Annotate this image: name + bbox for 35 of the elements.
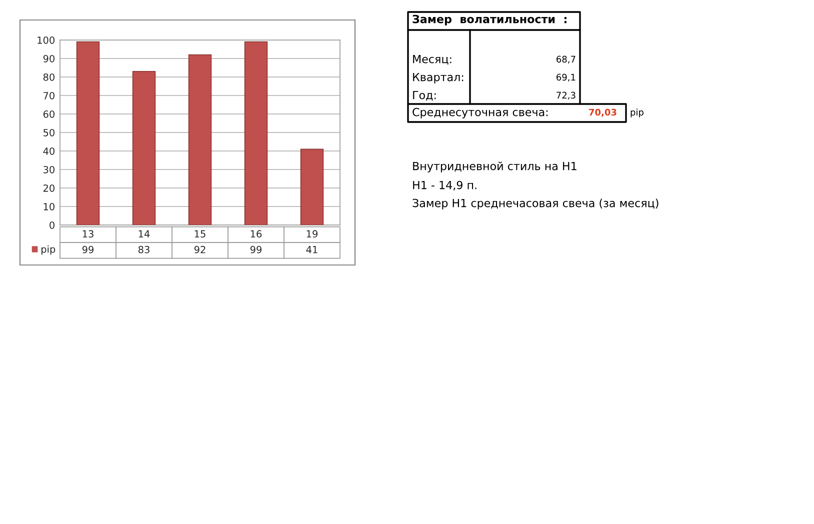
x-tick-label: 14 [138, 230, 150, 238]
y-tick-label: 40 [43, 147, 54, 155]
y-tick-label: 60 [43, 110, 54, 118]
y-tick-label: 10 [44, 202, 54, 210]
x-tick-label: 13 [82, 230, 94, 238]
y-tick-label: 100 [38, 36, 54, 44]
text: Месяц: [413, 54, 452, 65]
x-tick-label: 19 [306, 230, 318, 238]
x-tick-label: 15 [194, 230, 206, 238]
text: Год: [413, 90, 436, 101]
y-tick-label: 30 [44, 166, 54, 174]
data-label: 99 [82, 246, 94, 254]
y-tick-label: 90 [43, 54, 54, 62]
y-tick-label: 20 [43, 184, 54, 192]
y-tick-label: 80 [43, 73, 54, 81]
text: Среднесуточная свеча: [412, 108, 548, 118]
data-label: 92 [194, 246, 206, 254]
data-label: 41 [306, 246, 318, 254]
text: 70,03 [589, 108, 616, 117]
text: 72,3 [556, 92, 576, 100]
text: 69,1 [556, 74, 576, 82]
text: 68,7 [556, 56, 576, 64]
text: Н1 - 14,9 п. [413, 180, 476, 190]
text: Квартал: [413, 72, 464, 84]
x-tick-label: 16 [250, 230, 262, 238]
y-tick-label: 50 [44, 128, 54, 136]
text: pip [630, 108, 644, 118]
text: Внутридневной стиль на Н1 [413, 162, 576, 172]
data-label: 99 [250, 246, 262, 254]
text: Замер Н1 среднечасовая свеча (за месяц) [412, 198, 658, 210]
legend-label: pip [41, 245, 56, 255]
y-tick-label: 70 [44, 92, 54, 100]
data-label: 83 [138, 246, 150, 254]
text: Замер волатильности : [412, 14, 566, 26]
y-tick-label: 0 [50, 221, 54, 229]
